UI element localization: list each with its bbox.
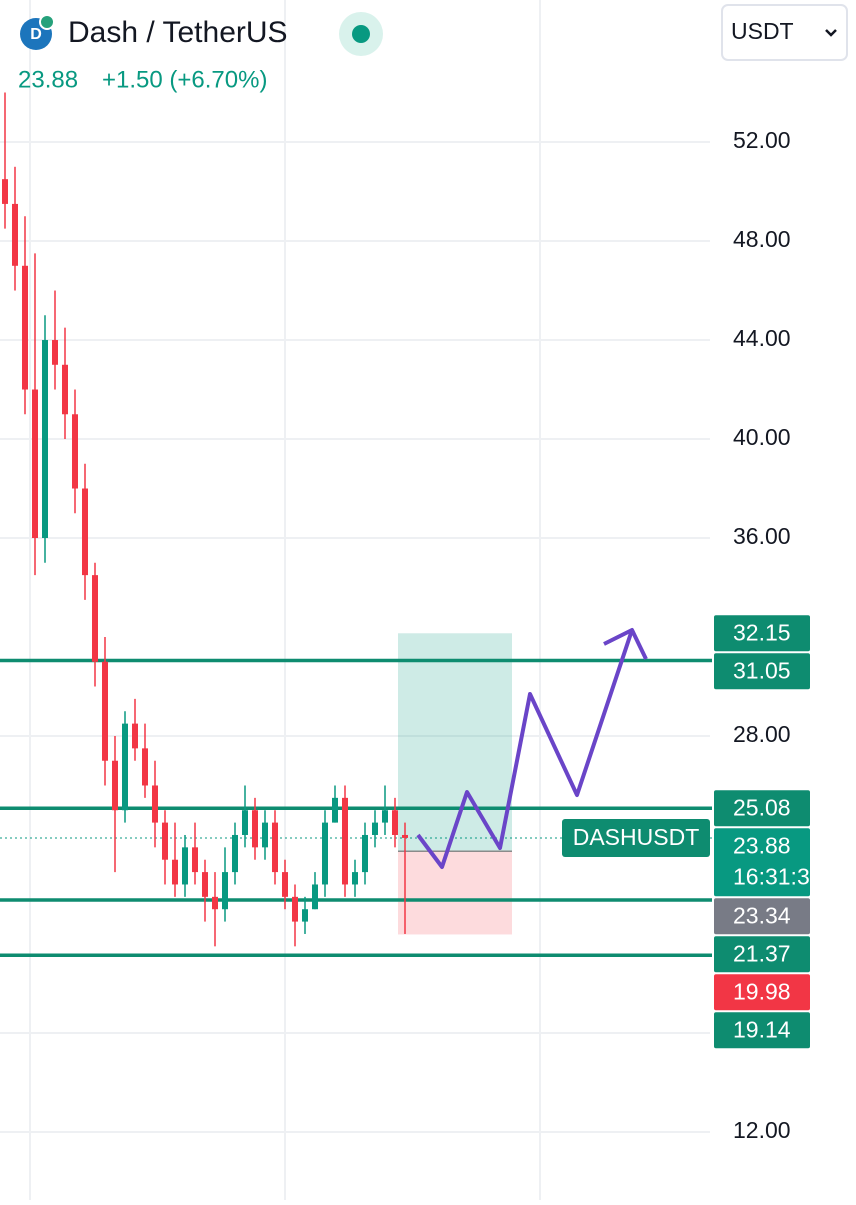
candle-body xyxy=(282,872,288,897)
candle-body xyxy=(172,859,178,885)
quote-select[interactable] xyxy=(721,4,848,61)
price-badge xyxy=(714,1012,810,1049)
candle-body xyxy=(322,822,328,885)
candle-body xyxy=(372,822,378,835)
price-badge-label: 32.15 xyxy=(733,619,791,645)
price-badge xyxy=(714,653,810,690)
status-dot xyxy=(352,25,370,43)
candle-body xyxy=(392,810,398,835)
countdown-label: 16:31:31 xyxy=(733,863,823,889)
candle-body xyxy=(162,822,168,860)
candle-body xyxy=(142,748,148,786)
y-tick-label: 12.00 xyxy=(733,1117,791,1143)
candle-body xyxy=(52,340,58,365)
price-badge xyxy=(714,936,810,973)
candles xyxy=(2,92,408,947)
candle-body xyxy=(262,822,268,848)
candle-body xyxy=(312,884,318,910)
price-badge-label: 21.37 xyxy=(733,940,791,966)
grid xyxy=(29,0,541,1200)
candle-body xyxy=(122,723,128,811)
candle-body xyxy=(22,265,28,390)
price-labels: DASHUSDT 32.15 31.05 25.08 23.88 16:31:31 23.3… xyxy=(562,615,823,1049)
y-tick-label: 36.00 xyxy=(733,523,791,549)
candle-body xyxy=(272,822,278,873)
candle-body xyxy=(62,364,68,415)
candle-body xyxy=(182,847,188,885)
candle-body xyxy=(2,179,8,204)
price-badge-label: 19.14 xyxy=(733,1016,791,1042)
price-badge-label: 25.08 xyxy=(733,794,791,820)
symbol-badge xyxy=(562,818,710,857)
candle-body xyxy=(222,872,228,910)
quote-icon xyxy=(39,14,55,30)
coin-icon-glyph: D xyxy=(30,26,42,43)
quote-select-text[interactable]: USDT xyxy=(731,18,794,44)
position-loss-zone xyxy=(398,851,512,935)
price-badge-label: 23.88 xyxy=(733,832,791,858)
candle-body xyxy=(382,810,388,823)
candle-body xyxy=(402,834,408,838)
price-badge xyxy=(714,974,810,1011)
price-badge xyxy=(714,828,810,897)
candle-body xyxy=(302,909,308,922)
price-badge-label: 19.98 xyxy=(733,978,791,1004)
candle-body xyxy=(102,661,108,761)
candle-body xyxy=(92,575,98,662)
forecast-path xyxy=(416,629,634,869)
symbol-label: DASHUSDT xyxy=(573,824,700,850)
y-tick-label: 48.00 xyxy=(733,226,791,252)
candle-body xyxy=(192,847,198,873)
price-badge xyxy=(714,615,810,652)
candle-body xyxy=(12,203,18,266)
header-price: 23.88 xyxy=(18,66,78,93)
candle-body xyxy=(352,872,358,885)
price-badge-label: 31.05 xyxy=(733,657,791,683)
price-badge xyxy=(714,790,810,827)
candle-body xyxy=(152,785,158,823)
candle-body xyxy=(202,872,208,897)
position-profit-zone xyxy=(398,633,512,852)
candle-body xyxy=(82,488,88,576)
y-tick-label: 52.00 xyxy=(733,127,791,153)
candle-body xyxy=(212,896,218,910)
candle-body xyxy=(332,797,338,823)
candle-body xyxy=(132,723,138,749)
candle-body xyxy=(32,389,38,539)
title: Dash / TetherUS xyxy=(68,16,288,49)
candle-body xyxy=(342,797,348,885)
price-badge-label: 23.34 xyxy=(733,902,791,928)
candle-body xyxy=(42,340,48,539)
y-tick-label: 44.00 xyxy=(733,325,791,351)
candle-body xyxy=(252,810,258,848)
header-change: +1.50 (+6.70%) xyxy=(102,66,267,93)
dropdown-caret[interactable] xyxy=(825,29,837,37)
candle-body xyxy=(232,834,238,873)
candle-body xyxy=(112,760,118,811)
candle-body xyxy=(292,896,298,922)
forecast-arrowhead xyxy=(603,628,648,660)
price-badge xyxy=(714,898,810,935)
candle-body xyxy=(242,810,248,835)
y-tick-label: 40.00 xyxy=(733,424,791,450)
candle-body xyxy=(362,834,368,873)
candle-body xyxy=(72,414,78,489)
y-tick-label: 28.00 xyxy=(733,721,791,747)
